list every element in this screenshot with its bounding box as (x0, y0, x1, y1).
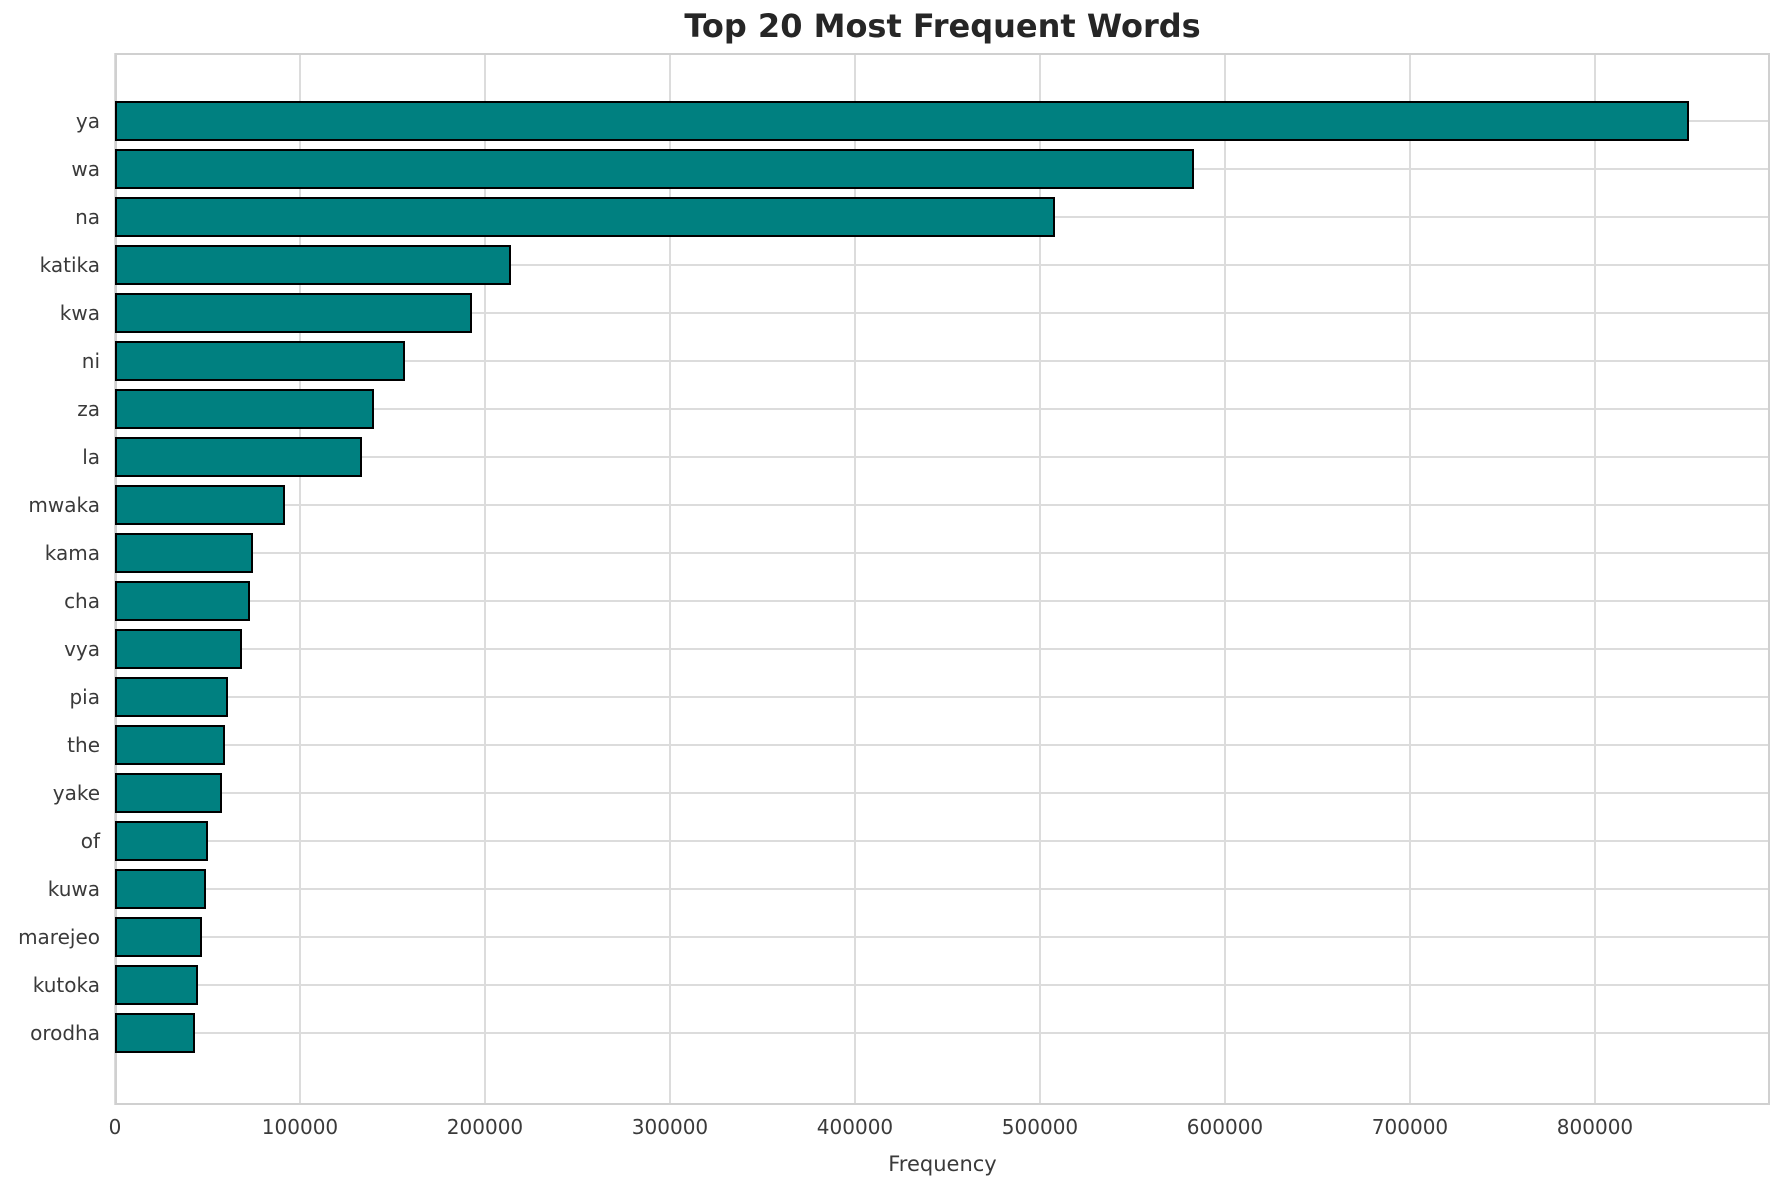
y-tick-label-ya: ya (75, 109, 100, 133)
bar-wa (115, 149, 1194, 189)
y-tick-label-kama: kama (44, 541, 100, 565)
x-tick-label-0: 0 (108, 1115, 122, 1139)
bar-orodha (115, 1013, 196, 1053)
v-gridline (1593, 53, 1596, 1105)
h-gridline (115, 744, 1770, 746)
h-gridline (115, 456, 1770, 458)
bar-cha (115, 581, 251, 621)
v-gridline (483, 53, 486, 1105)
h-gridline (115, 312, 1770, 314)
v-gridline (853, 53, 856, 1105)
x-tick-label-400000: 400000 (816, 1115, 894, 1139)
h-gridline (115, 936, 1770, 938)
bar-yake (115, 773, 223, 813)
y-tick-label-wa: wa (71, 157, 100, 181)
y-tick-label-katika: katika (39, 253, 100, 277)
h-gridline (115, 504, 1770, 506)
v-gridline (1038, 53, 1041, 1105)
bar-pia (115, 677, 228, 717)
y-tick-label-kwa: kwa (59, 301, 100, 325)
x-tick-label-600000: 600000 (1186, 1115, 1264, 1139)
bar-katika (115, 245, 511, 285)
bar-ni (115, 341, 406, 381)
bar-kuwa (115, 869, 207, 909)
y-tick-label-orodha: orodha (30, 1021, 100, 1045)
bar-vya (115, 629, 243, 669)
h-gridline (115, 600, 1770, 602)
v-gridline (298, 53, 301, 1105)
h-gridline (115, 840, 1770, 842)
x-tick-label-500000: 500000 (1001, 1115, 1079, 1139)
x-tick-label-700000: 700000 (1371, 1115, 1449, 1139)
bar-marejeo (115, 917, 202, 957)
y-tick-label-kutoka: kutoka (32, 973, 100, 997)
bar-za (115, 389, 374, 429)
bar-la (115, 437, 362, 477)
y-tick-label-za: za (77, 397, 100, 421)
v-gridline (1408, 53, 1411, 1105)
bar-kama (115, 533, 253, 573)
chart-title: Top 20 Most Frequent Words (684, 7, 1201, 45)
axes-frame (115, 53, 1770, 1105)
h-gridline (115, 1032, 1770, 1034)
y-tick-label-na: na (75, 205, 100, 229)
x-tick-label-200000: 200000 (446, 1115, 524, 1139)
x-axis-title: Frequency (888, 1152, 997, 1176)
bar-na (115, 197, 1055, 237)
h-gridline (115, 696, 1770, 698)
y-tick-label-cha: cha (64, 589, 100, 613)
v-gridline (1223, 53, 1226, 1105)
h-gridline (115, 360, 1770, 362)
y-tick-label-la: la (82, 445, 100, 469)
bar-mwaka (115, 485, 286, 525)
y-tick-label-vya: vya (64, 637, 100, 661)
y-tick-label-kuwa: kuwa (47, 877, 100, 901)
x-tick-label-800000: 800000 (1556, 1115, 1634, 1139)
x-tick-label-300000: 300000 (631, 1115, 709, 1139)
h-gridline (115, 648, 1770, 650)
bar-the (115, 725, 226, 765)
h-gridline (115, 984, 1770, 986)
h-gridline (115, 408, 1770, 410)
bar-of (115, 821, 209, 861)
h-gridline (115, 264, 1770, 266)
y-tick-label-of: of (80, 829, 100, 853)
y-tick-label-marejeo: marejeo (18, 925, 100, 949)
y-tick-label-the: the (67, 733, 100, 757)
y-tick-label-pia: pia (69, 685, 100, 709)
y-tick-label-yake: yake (52, 781, 100, 805)
h-gridline (115, 792, 1770, 794)
x-tick-label-100000: 100000 (261, 1115, 339, 1139)
bar-kwa (115, 293, 473, 333)
h-gridline (115, 888, 1770, 890)
plot-area (114, 53, 1770, 1105)
y-tick-label-mwaka: mwaka (28, 493, 100, 517)
bar-kutoka (115, 965, 199, 1005)
y-tick-label-ni: ni (81, 349, 100, 373)
bar-ya (115, 101, 1690, 141)
h-gridline (115, 552, 1770, 554)
v-gridline (668, 53, 671, 1105)
